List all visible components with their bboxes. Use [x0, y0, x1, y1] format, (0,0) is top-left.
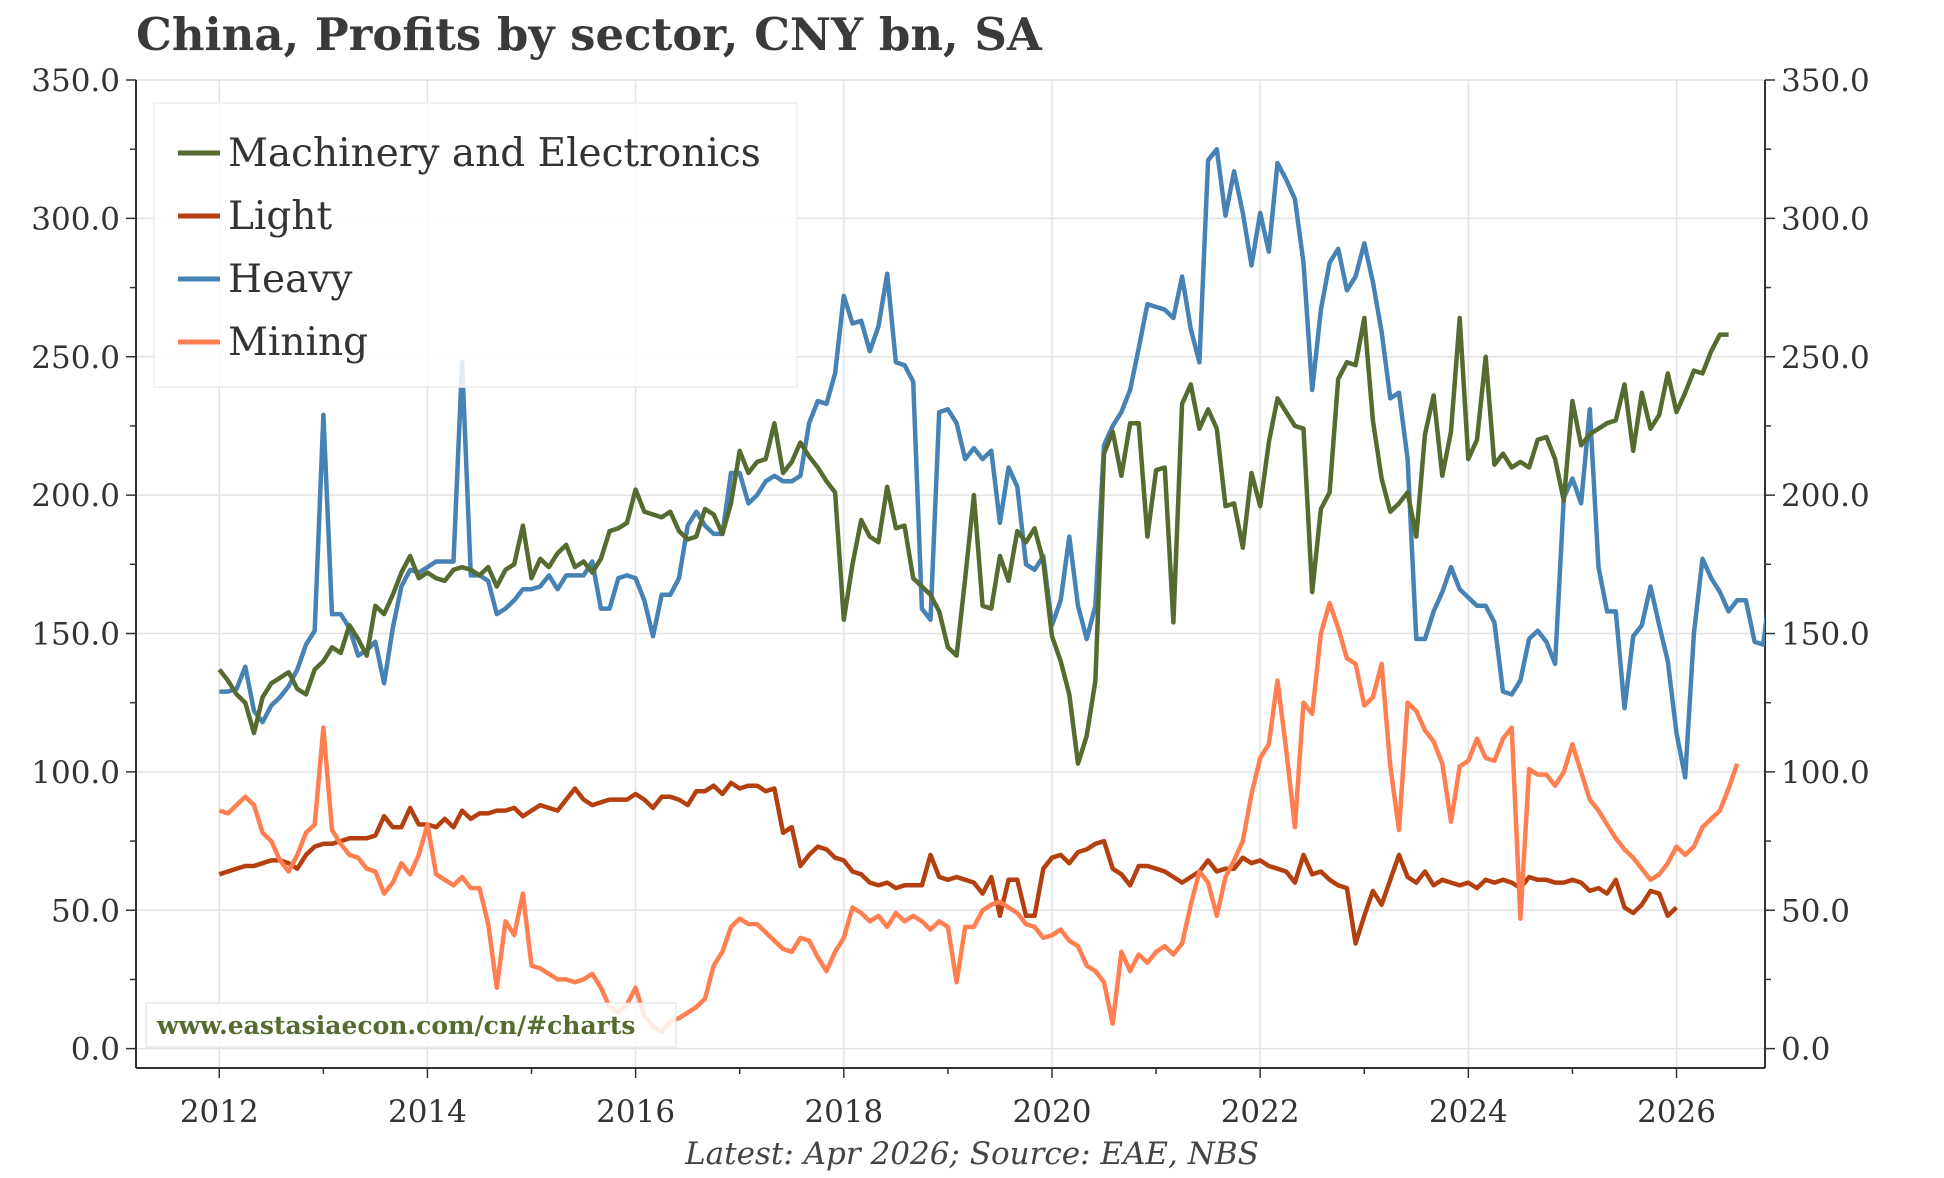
y-tick-label-right: 0.0 [1781, 1032, 1830, 1068]
legend-label: Light [228, 194, 332, 239]
chart-title: China, Profits by sector, CNY bn, SA [136, 8, 1042, 61]
x-tick-label: 2016 [596, 1094, 675, 1130]
legend-label: Heavy [228, 257, 352, 302]
x-tick-label: 2020 [1013, 1094, 1092, 1130]
watermark: www.eastasiaecon.com/cn/#charts [145, 1002, 677, 1048]
y-tick-label-left: 150.0 [31, 617, 120, 653]
x-tick-label: 2024 [1429, 1094, 1508, 1130]
y-tick-label-right: 150.0 [1781, 617, 1870, 653]
y-tick-label-left: 0.0 [71, 1032, 120, 1068]
series-line-heavy [219, 146, 1765, 780]
x-tick-label: 2022 [1221, 1094, 1300, 1130]
x-tick-label: 2012 [180, 1094, 259, 1130]
y-tick-label-right: 350.0 [1781, 63, 1870, 99]
y-tick-label-right: 50.0 [1781, 893, 1850, 929]
series-line-mining [218, 600, 1740, 1035]
y-tick-label-left: 250.0 [31, 340, 120, 376]
y-tick-label-left: 350.0 [31, 63, 120, 99]
legend-box [153, 102, 798, 388]
y-tick-label-left: 100.0 [31, 755, 120, 791]
series-line-light [218, 780, 1679, 946]
y-tick-label-left: 200.0 [31, 478, 120, 514]
legend: Machinery and Electronics Light Heavy Minin… [153, 102, 798, 388]
watermark-box [145, 1002, 677, 1048]
legend-label: Mining [228, 320, 368, 365]
y-tick-label-right: 100.0 [1781, 755, 1870, 791]
watermark-text: www.eastasiaecon.com/cn/#charts [156, 1011, 635, 1040]
y-tick-label-right: 250.0 [1781, 340, 1870, 376]
y-tick-label-right: 300.0 [1781, 201, 1870, 237]
source-note: Latest: Apr 2026; Source: EAE, NBS [685, 1136, 1259, 1172]
x-tick-label: 2018 [804, 1094, 883, 1130]
y-tick-label-left: 50.0 [51, 893, 120, 929]
series-line-machinery-and-electronics [217, 315, 1729, 766]
y-tick-label-right: 200.0 [1781, 478, 1870, 514]
legend-label: Machinery and Electronics [228, 131, 761, 176]
y-tick-label-left: 300.0 [31, 201, 120, 237]
x-tick-label: 2014 [388, 1094, 467, 1130]
x-tick-label: 2026 [1637, 1094, 1716, 1130]
